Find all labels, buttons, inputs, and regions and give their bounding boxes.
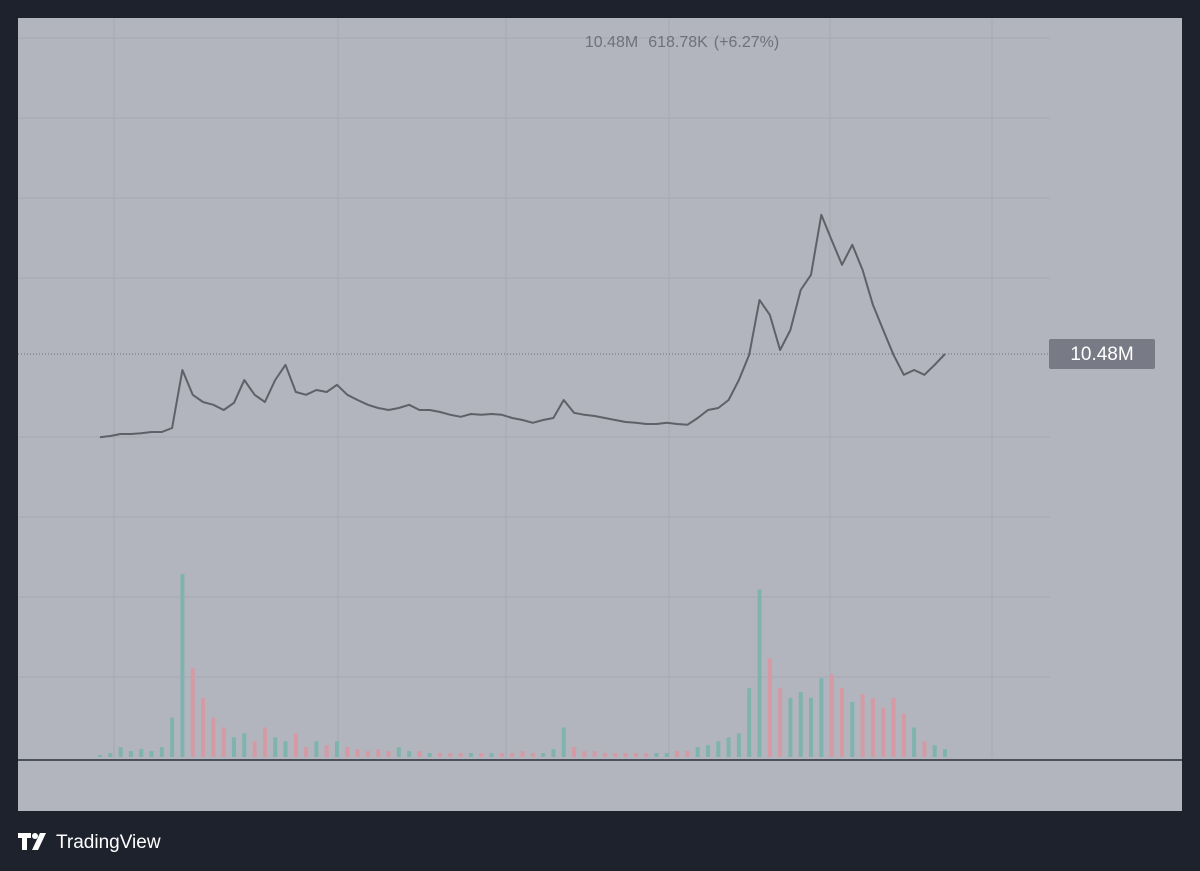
chart-panel: [18, 18, 1182, 811]
volume-bar: [572, 747, 577, 757]
volume-bar: [613, 753, 618, 757]
volume-bar: [881, 707, 886, 757]
volume-bar: [262, 727, 267, 757]
volume-bar: [273, 737, 278, 757]
volume-bar: [252, 741, 257, 757]
volume-bar: [139, 749, 144, 757]
volume-bar: [448, 753, 453, 757]
volume-bar: [530, 753, 535, 757]
volume-bar: [788, 697, 793, 757]
volume-bar: [335, 741, 340, 757]
volume-bar: [520, 751, 525, 757]
volume-bar: [242, 733, 247, 757]
volume-bar: [345, 747, 350, 757]
volume-bar: [839, 688, 844, 757]
volume-bar: [458, 753, 463, 757]
grid: [18, 18, 1050, 758]
volume-bar: [468, 753, 473, 757]
volume-bar: [541, 753, 546, 757]
volume-bar: [695, 747, 700, 757]
volume-bar: [633, 753, 638, 757]
volume-bar: [716, 741, 721, 757]
volume-bar: [809, 697, 814, 757]
volume-bar: [190, 668, 195, 757]
volume-bar: [705, 745, 710, 757]
volume-bar: [499, 753, 504, 757]
volume-bar: [396, 747, 401, 757]
volume-bar: [891, 697, 896, 757]
volume-bar: [479, 753, 484, 757]
volume-bar: [850, 701, 855, 757]
header-legend: 10.48M 618.78K (+6.27%): [585, 34, 779, 51]
volume-bar: [118, 747, 123, 757]
volume-bar: [829, 674, 834, 757]
volume-bar: [664, 753, 669, 757]
change: 618.78K: [648, 34, 708, 51]
volume-bar: [427, 753, 432, 757]
volume-bar: [582, 751, 587, 757]
volume-bar: [602, 753, 607, 757]
volume-bar: [747, 688, 752, 757]
volume-bar: [170, 717, 175, 757]
price-label-box: [1049, 339, 1155, 369]
volume-bar: [912, 727, 917, 757]
volume-bar: [819, 678, 824, 757]
volume-bar: [870, 697, 875, 757]
volume-bar: [685, 751, 690, 757]
volume-bar: [417, 751, 422, 757]
volume-bar: [293, 733, 298, 757]
volume-bar: [510, 753, 515, 757]
volume-bar: [654, 753, 659, 757]
brand: TradingView: [56, 832, 161, 853]
volume-bar: [231, 737, 236, 757]
volume-bar: [159, 747, 164, 757]
volume-bar: [561, 727, 566, 757]
volume-bar: [180, 573, 185, 757]
volume-bar: [386, 751, 391, 757]
volume-bar: [932, 745, 937, 757]
volume-bar: [726, 737, 731, 757]
volume-bar: [623, 753, 628, 757]
volume-bar: [407, 751, 412, 757]
volume-bar: [221, 727, 226, 757]
volume-bar: [675, 751, 680, 757]
volume-bar: [314, 741, 319, 757]
volume-bar: [355, 749, 360, 757]
volume-bar: [128, 751, 133, 757]
volume-bar: [438, 753, 443, 757]
volume-bar: [922, 741, 927, 757]
volume-bar: [376, 749, 381, 757]
logo-icon: [18, 833, 46, 850]
volume-bar: [98, 755, 102, 757]
last-price: 10.48M: [585, 34, 638, 51]
volume-bar: [644, 753, 649, 757]
volume-bar: [943, 749, 947, 757]
volume-bar: [489, 753, 494, 757]
volume-bar: [551, 749, 556, 757]
volume-bar: [324, 745, 329, 757]
volume-bar: [304, 747, 309, 757]
volume-bar: [283, 741, 288, 757]
price-label: 10.48M: [1070, 344, 1133, 365]
volume-bar: [211, 717, 216, 757]
change-percent: (+6.27%): [714, 34, 779, 51]
volume-bar: [736, 733, 741, 757]
volume-bar: [757, 589, 762, 757]
volume-bar: [860, 693, 865, 757]
volume-bar: [767, 658, 772, 757]
volume-bar: [108, 753, 113, 757]
volume-bar: [592, 751, 597, 757]
volume-bar: [365, 751, 370, 757]
volume-bar: [901, 713, 906, 757]
volume-bar: [201, 697, 206, 757]
volume-bar: [149, 751, 154, 757]
volume-bar: [798, 691, 803, 757]
volume-bar: [778, 688, 783, 757]
price-line: [99, 213, 946, 439]
